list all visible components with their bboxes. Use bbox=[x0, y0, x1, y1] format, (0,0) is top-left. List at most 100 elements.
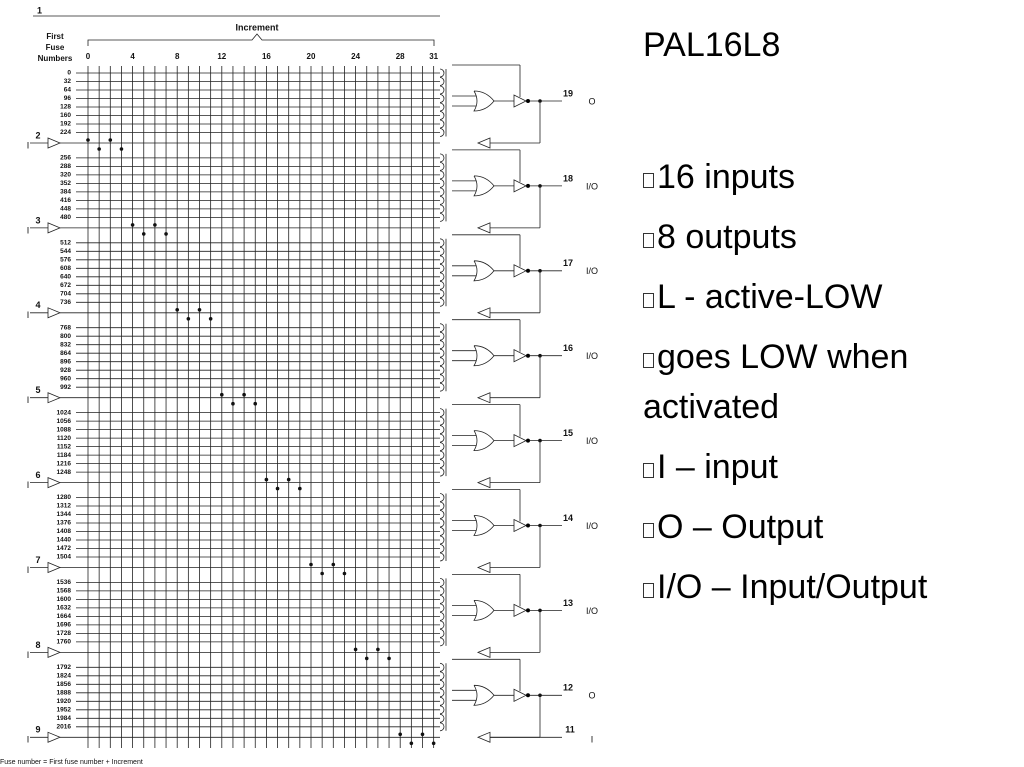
inverter-bubble bbox=[526, 693, 530, 698]
input-label: I bbox=[27, 225, 30, 235]
bullet-box bbox=[643, 463, 654, 478]
bullet-text: 8 outputs bbox=[657, 218, 797, 256]
fuse-number: 1984 bbox=[57, 715, 72, 722]
and-gate bbox=[439, 620, 445, 630]
fuse-number: 1728 bbox=[57, 630, 72, 637]
output-buffer bbox=[513, 264, 527, 278]
fuse-number: 1536 bbox=[57, 579, 72, 586]
fuse-number: 640 bbox=[60, 274, 71, 281]
and-gate bbox=[439, 629, 445, 638]
first-fuse-label: First bbox=[46, 32, 64, 41]
bullet: I/O – Input/Output bbox=[643, 562, 1021, 612]
bullet-box bbox=[643, 173, 654, 188]
output-pin: 11 bbox=[565, 725, 575, 735]
fuse-dot bbox=[86, 138, 90, 142]
and-gate bbox=[439, 213, 445, 222]
output-pin: 18 bbox=[563, 173, 573, 183]
input-pin: 9 bbox=[35, 725, 40, 735]
fuse-dot bbox=[186, 317, 191, 321]
increment-tick: 4 bbox=[130, 52, 135, 61]
and-gate bbox=[439, 544, 445, 553]
increment-tick: 28 bbox=[396, 52, 405, 61]
and-gate bbox=[439, 162, 445, 171]
output-pin: 12 bbox=[563, 683, 573, 693]
input-label: I bbox=[27, 310, 30, 320]
input-label: I bbox=[27, 565, 30, 575]
fuse-number: 1824 bbox=[57, 673, 72, 680]
output-buffer bbox=[513, 688, 527, 702]
increment-tick: 24 bbox=[351, 52, 360, 61]
increment-brace bbox=[87, 33, 435, 46]
fuse-number: 1472 bbox=[57, 545, 72, 552]
and-gate bbox=[439, 552, 445, 562]
input-label: I bbox=[27, 140, 30, 150]
fuse-number: 2016 bbox=[57, 724, 72, 731]
fuse-dot bbox=[164, 232, 168, 236]
fuse-number: 1248 bbox=[57, 469, 72, 476]
output-label: I bbox=[591, 735, 594, 745]
fuse-number: 1664 bbox=[57, 613, 72, 620]
fuse-dot bbox=[220, 392, 224, 397]
fuse-dot bbox=[242, 392, 246, 397]
fuse-number: 1152 bbox=[57, 443, 71, 450]
fuse-number: 32 bbox=[64, 78, 72, 85]
and-gate bbox=[439, 586, 445, 596]
fuse-dot bbox=[286, 477, 291, 482]
fuse-number: 416 bbox=[60, 197, 71, 204]
and-gate bbox=[439, 128, 445, 137]
inverter-bubble bbox=[526, 353, 530, 358]
output-label: I/O bbox=[586, 521, 598, 531]
input-pin: 3 bbox=[35, 215, 40, 225]
input-buffer bbox=[47, 307, 62, 319]
output-label: I/O bbox=[586, 436, 598, 446]
or-gate bbox=[473, 600, 495, 621]
and-gate bbox=[439, 204, 445, 214]
and-gate bbox=[439, 408, 445, 417]
and-gate bbox=[439, 382, 445, 392]
feedback-buffer bbox=[476, 646, 491, 659]
or-gate bbox=[473, 345, 495, 367]
increment-tick: 16 bbox=[262, 52, 271, 61]
output-pin: 19 bbox=[563, 88, 573, 98]
and-gate bbox=[439, 255, 445, 265]
fuse-dot bbox=[342, 571, 347, 576]
fuse-number: 1568 bbox=[57, 588, 72, 595]
bullet-box bbox=[643, 583, 654, 598]
and-gate bbox=[439, 187, 445, 197]
fuse-number: 928 bbox=[60, 367, 71, 374]
input-buffer bbox=[47, 137, 62, 149]
input-buffer bbox=[47, 646, 62, 659]
fuse-number: 1088 bbox=[57, 426, 72, 433]
fuse-number: 448 bbox=[60, 206, 71, 213]
increment-tick: 0 bbox=[86, 52, 91, 61]
or-gate bbox=[473, 90, 495, 112]
fuse-dot bbox=[197, 308, 202, 312]
increment-tick: 12 bbox=[217, 52, 226, 61]
fuse-dot bbox=[298, 486, 302, 491]
inverter-bubble bbox=[526, 438, 530, 443]
bullet-box bbox=[643, 523, 654, 538]
and-gate bbox=[439, 425, 445, 434]
and-gate bbox=[439, 679, 445, 689]
fuse-dot bbox=[275, 486, 280, 491]
fuse-number: 544 bbox=[60, 248, 71, 255]
fuse-number: 480 bbox=[60, 214, 71, 221]
input-pin: 4 bbox=[35, 300, 40, 310]
output-buffer bbox=[513, 603, 527, 618]
and-gate bbox=[439, 297, 445, 307]
increment-label: Increment bbox=[235, 22, 278, 32]
and-gate bbox=[439, 688, 445, 698]
input-label: I bbox=[27, 480, 30, 490]
fuse-number: 608 bbox=[60, 265, 71, 272]
bullet-box bbox=[643, 293, 654, 308]
feedback-buffer bbox=[476, 477, 491, 489]
fuse-dot bbox=[231, 401, 235, 406]
fuse-dot bbox=[353, 647, 358, 652]
fuse-number: 672 bbox=[60, 282, 71, 289]
fuse-number: 1120 bbox=[57, 435, 71, 442]
and-gate bbox=[439, 713, 445, 723]
fuse-number: 992 bbox=[60, 384, 71, 391]
slide-text: PAL16L8 16 inputs 8 outputs L - active-LOW… bbox=[643, 22, 1021, 622]
input-pin: 2 bbox=[35, 130, 40, 140]
